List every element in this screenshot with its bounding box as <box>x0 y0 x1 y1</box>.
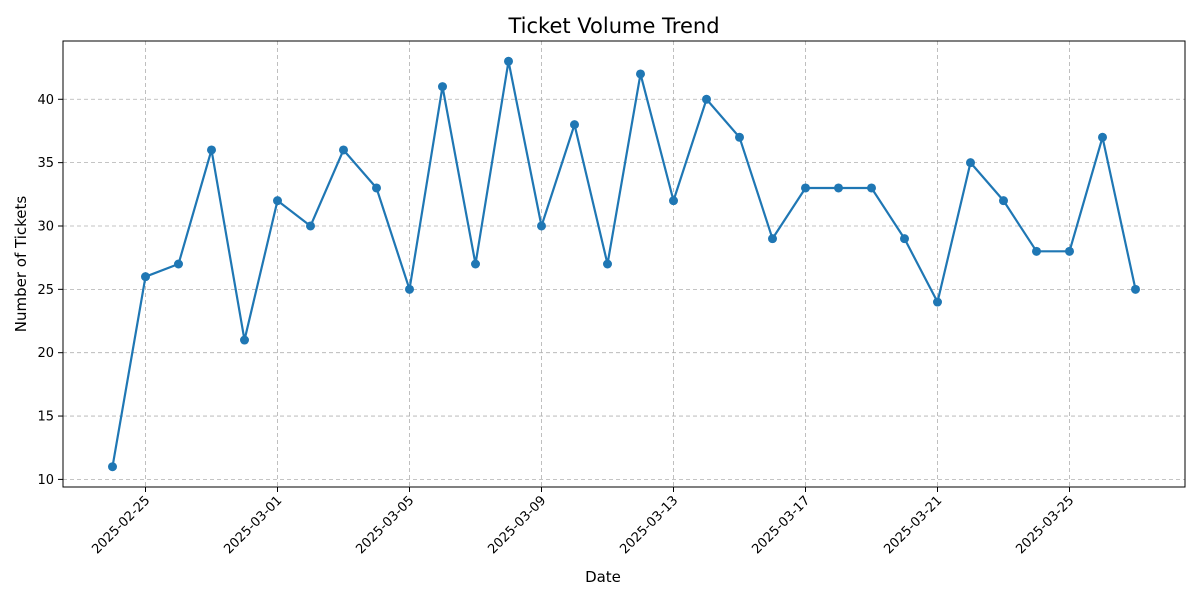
x-tick-label: 2025-03-13 <box>617 493 681 557</box>
data-point <box>702 94 711 104</box>
chart-title: Ticket Volume Trend <box>507 14 719 38</box>
x-tick-label: 2025-03-25 <box>1013 493 1077 557</box>
data-point <box>1065 246 1074 256</box>
x-axis-title: Date <box>585 568 621 586</box>
data-point <box>240 335 249 345</box>
data-point <box>966 158 975 168</box>
x-tick-label: 2025-03-01 <box>221 493 285 557</box>
data-point <box>141 272 150 282</box>
x-axis: 2025-02-25 2025-03-01 2025-03-05 2025-03-09… <box>89 487 1077 557</box>
data-point <box>1032 246 1041 256</box>
x-tick-label: 2025-03-21 <box>881 493 945 557</box>
y-tick-label: 10 <box>37 473 54 488</box>
y-tick-label: 20 <box>37 346 54 361</box>
data-point <box>108 462 117 472</box>
data-point <box>174 259 183 269</box>
series-layer <box>108 56 1140 472</box>
data-point <box>768 234 777 244</box>
data-point <box>900 234 909 244</box>
x-tick-label: 2025-03-17 <box>749 493 813 557</box>
data-point <box>537 221 546 231</box>
series-line <box>111 60 1137 467</box>
data-point <box>339 145 348 155</box>
x-tick-label: 2025-03-05 <box>353 493 417 557</box>
y-tick-label: 35 <box>37 156 54 171</box>
y-tick-label: 15 <box>37 410 54 425</box>
data-point <box>801 183 810 193</box>
plot-area <box>62 40 1186 488</box>
y-tick-label: 30 <box>37 219 54 234</box>
data-point <box>867 183 876 193</box>
y-axis-title: Number of Tickets <box>12 196 30 333</box>
data-point <box>438 82 447 92</box>
data-point <box>207 145 216 155</box>
data-point <box>603 259 612 269</box>
data-point <box>405 284 414 294</box>
data-point <box>735 132 744 142</box>
data-point <box>570 120 579 130</box>
y-axis: 10 15 20 25 30 35 40 <box>37 93 63 488</box>
data-point <box>669 196 678 206</box>
data-point <box>999 196 1008 206</box>
y-tick-label: 25 <box>37 283 54 298</box>
data-point <box>306 221 315 231</box>
data-point <box>1131 284 1140 294</box>
data-point <box>471 259 480 269</box>
data-point <box>933 297 942 307</box>
data-point <box>504 56 513 66</box>
data-point <box>273 196 282 206</box>
data-point <box>636 69 645 79</box>
data-point <box>1098 132 1107 142</box>
x-tick-label: 2025-02-25 <box>89 493 153 557</box>
data-point <box>372 183 381 193</box>
x-tick-label: 2025-03-09 <box>485 493 549 557</box>
y-tick-label: 40 <box>37 93 54 108</box>
data-point <box>834 183 843 193</box>
